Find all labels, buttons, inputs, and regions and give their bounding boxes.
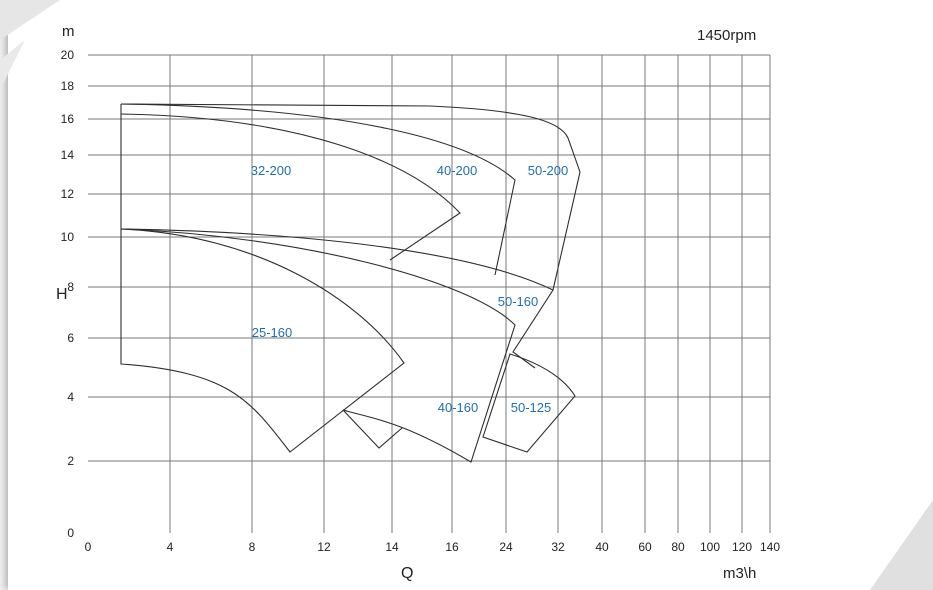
- region-label-32-200: 32-200: [251, 163, 291, 178]
- y-tick-label: 0: [67, 526, 74, 540]
- chart-frame: [8, 0, 933, 590]
- x-tick-label: 8: [249, 540, 256, 554]
- y-tick-label: 10: [61, 230, 75, 244]
- region-outline-small-lobe: [342, 409, 403, 449]
- y-tick-label: 8: [67, 280, 74, 294]
- region-label-25-160: 25-160: [252, 325, 292, 340]
- y-axis-title: H: [56, 286, 68, 303]
- x-tick-label: 14: [385, 540, 399, 554]
- region-label-40-160: 40-160: [438, 400, 478, 415]
- x-unit-label: m3\h: [723, 565, 756, 582]
- x-tick-label: 4: [167, 540, 174, 554]
- region-label-50-200: 50-200: [528, 163, 568, 178]
- region-outline-32-200: [120, 113, 461, 261]
- x-tick-label: 140: [760, 540, 780, 554]
- region-outline-40-200: [120, 103, 516, 276]
- x-tick-label: 16: [445, 540, 459, 554]
- y-tick-label: 4: [67, 390, 74, 404]
- chart-grid: [88, 54, 771, 533]
- y-tick-label: 16: [61, 112, 75, 126]
- region-outline-40-160: [120, 228, 516, 463]
- x-tick-label: 60: [638, 540, 652, 554]
- region-label-50-125: 50-125: [511, 400, 551, 415]
- speed-label: 1450rpm: [697, 27, 756, 44]
- x-tick-label: 0: [85, 540, 92, 554]
- x-axis-title: Q: [401, 565, 413, 582]
- y-tick-label: 14: [61, 148, 75, 162]
- y-tick-label: 2: [67, 454, 74, 468]
- y-tick-labels: 0 2 4 6 8 10 12 14 16 18 20: [61, 48, 75, 540]
- y-tick-label: 20: [61, 48, 75, 62]
- x-tick-label: 24: [499, 540, 513, 554]
- x-tick-label: 32: [551, 540, 565, 554]
- region-label-50-160: 50-160: [498, 294, 538, 309]
- x-tick-label: 100: [700, 540, 720, 554]
- y-tick-label: 6: [67, 331, 74, 345]
- region-labels: 32-200 40-200 50-200 50-160 25-160 40-160 50-1…: [251, 163, 568, 415]
- x-tick-label: 120: [732, 540, 752, 554]
- y-tick-label: 12: [61, 187, 75, 201]
- x-tick-labels: 0 4 8 12 14 16 24 32 40 60 80 100 120 140: [85, 540, 781, 554]
- region-outlines: [120, 103, 581, 463]
- region-outline-50-160: [120, 228, 554, 291]
- region-outline-50-125: [482, 353, 576, 453]
- region-outline-25-160: [120, 228, 405, 453]
- y-unit-label: m: [62, 23, 75, 40]
- x-tick-label: 80: [671, 540, 685, 554]
- x-tick-label: 40: [595, 540, 609, 554]
- y-tick-label: 18: [61, 79, 75, 93]
- region-outline-top-band: [120, 103, 581, 369]
- region-label-40-200: 40-200: [437, 163, 477, 178]
- x-tick-label: 12: [317, 540, 331, 554]
